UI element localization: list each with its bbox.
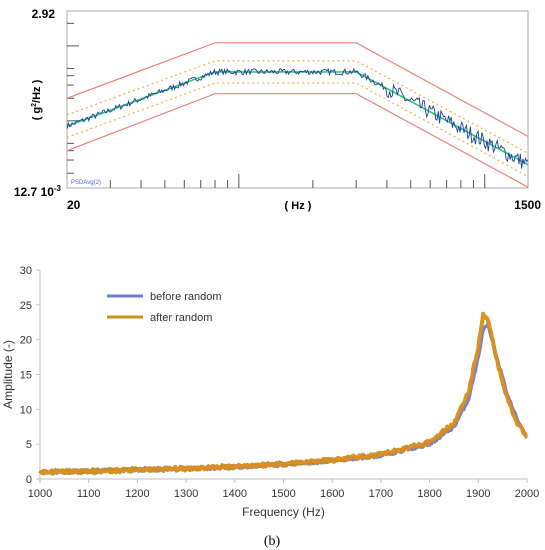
- x-tick-label: 1400: [223, 488, 247, 500]
- x-tick-label: 1300: [174, 488, 198, 500]
- abort-high-line: [67, 42, 528, 137]
- legend-label-1: after random: [150, 312, 212, 324]
- y-bottom-exponent: -3: [54, 184, 62, 193]
- x-tick-label: 1700: [369, 488, 393, 500]
- y-top-label: 2.92: [32, 7, 56, 21]
- y-axis-label: ( g2/Hz ): [31, 79, 43, 120]
- y-axis-label-post: /Hz ): [31, 79, 43, 103]
- y-tick-label: 5: [26, 439, 32, 451]
- before-random-line: [38, 322, 528, 476]
- x-tick-label: 1200: [125, 488, 149, 500]
- plot-a-series: [67, 42, 528, 188]
- abort-low-line: [67, 93, 528, 188]
- y-tick-label: 0: [26, 474, 32, 486]
- y-tick-label: 25: [20, 300, 32, 312]
- x-right-label: 1500: [514, 198, 541, 212]
- trace-tag: PSDAvg(2): [71, 180, 101, 186]
- y-axis-label-sup: 2: [31, 103, 38, 107]
- y-axis-title: Amplitude (-): [1, 340, 15, 409]
- alarm-high-line: [67, 60, 528, 154]
- legend-label-0: before random: [150, 291, 222, 303]
- measured-psd-line: [67, 67, 528, 169]
- x-tick-label: 1000: [28, 488, 52, 500]
- caption-b: (b): [264, 534, 281, 549]
- psd-chart: PSDAvg(2) 2.92 12.7 10-3 ( g2/Hz ) 20 1500 ( H…: [14, 7, 541, 212]
- x-left-label: 20: [67, 198, 81, 212]
- x-tick-label: 1600: [320, 488, 344, 500]
- y-tick-label: 30: [20, 265, 32, 277]
- y-bottom-mantissa: 12.7 10: [14, 185, 54, 199]
- x-tick-label: 1500: [271, 488, 295, 500]
- x-axis-label: ( Hz ): [285, 200, 312, 212]
- x-axis-title: Frequency (Hz): [242, 505, 325, 519]
- after-random-line: [38, 311, 528, 476]
- plot-a-frame: [66, 10, 529, 189]
- after-random-highlight: [39, 312, 528, 475]
- x-tick-label: 1100: [77, 488, 101, 500]
- x-tick-label: 2000: [515, 488, 539, 500]
- y-bottom-label: 12.7 10-3: [14, 184, 62, 199]
- x-tick-label: 1900: [466, 488, 490, 500]
- y-tick-label: 10: [20, 404, 32, 416]
- y-tick-label: 20: [20, 335, 32, 347]
- alarm-low-line: [67, 82, 528, 178]
- x-tick-label: 1800: [417, 488, 441, 500]
- y-tick-label: 15: [20, 370, 32, 382]
- y-axis-label-pre: ( g: [31, 107, 43, 120]
